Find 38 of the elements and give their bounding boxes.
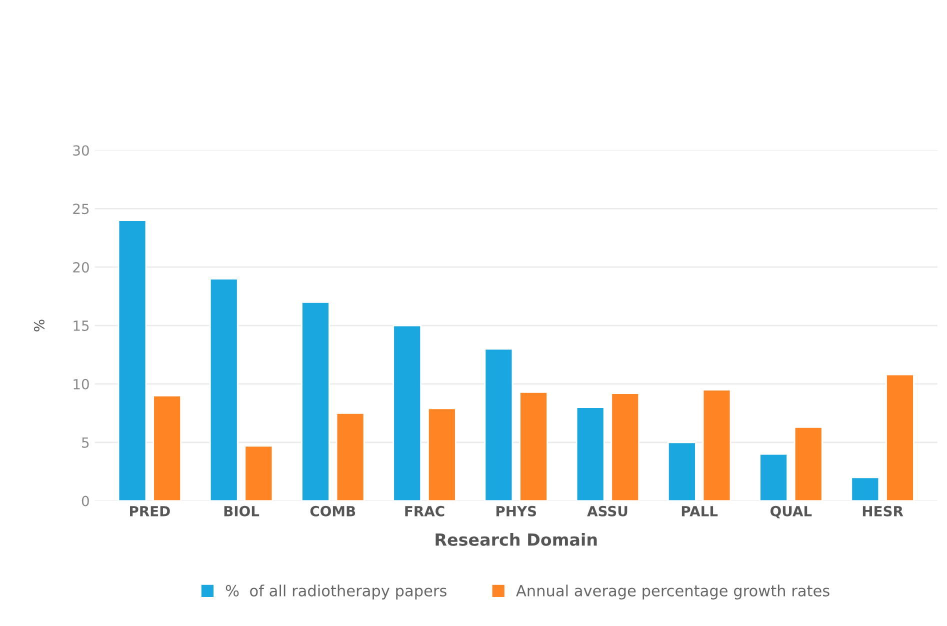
bar xyxy=(850,476,880,501)
y-tick-label: 5 xyxy=(82,438,89,448)
x-tick-label: ASSU xyxy=(587,506,628,516)
y-tick-label: 15 xyxy=(74,320,89,331)
bar xyxy=(702,389,732,501)
x-tick-label: HESR xyxy=(862,506,904,516)
bar xyxy=(427,408,456,501)
bar xyxy=(244,445,274,501)
bar xyxy=(336,412,365,501)
bar xyxy=(794,426,823,501)
y-axis-title: % xyxy=(34,320,44,332)
bar xyxy=(519,391,548,501)
bar xyxy=(301,301,330,501)
y-tick-label: 30 xyxy=(73,145,89,156)
x-tick-label: COMB xyxy=(310,506,356,516)
x-tick-label: PALL xyxy=(682,506,718,516)
y-tick-label: 20 xyxy=(73,262,89,273)
bar xyxy=(886,374,914,501)
x-tick-label: PHYS xyxy=(496,506,536,516)
x-tick-label: BIOL xyxy=(224,506,260,516)
bar xyxy=(576,406,605,501)
x-tick-label: QUAL xyxy=(770,506,812,518)
x-tick-label: PRED xyxy=(130,506,170,516)
bar xyxy=(118,220,147,501)
bar xyxy=(209,278,238,501)
bar xyxy=(759,453,788,501)
bar xyxy=(610,392,640,501)
bar xyxy=(667,442,696,501)
x-axis-title: Research Domain xyxy=(436,532,597,546)
bar xyxy=(484,348,514,501)
bar xyxy=(152,394,182,501)
legend-label: Annual average percentage growth rates xyxy=(516,584,830,600)
legend-label: % of all radiotherapy papers xyxy=(226,584,446,600)
x-tick-label: FRAC xyxy=(405,506,444,516)
y-tick-label: 0 xyxy=(82,496,89,506)
bar xyxy=(392,324,422,501)
y-tick-label: 10 xyxy=(74,378,89,390)
y-tick-label: 25 xyxy=(73,204,89,214)
